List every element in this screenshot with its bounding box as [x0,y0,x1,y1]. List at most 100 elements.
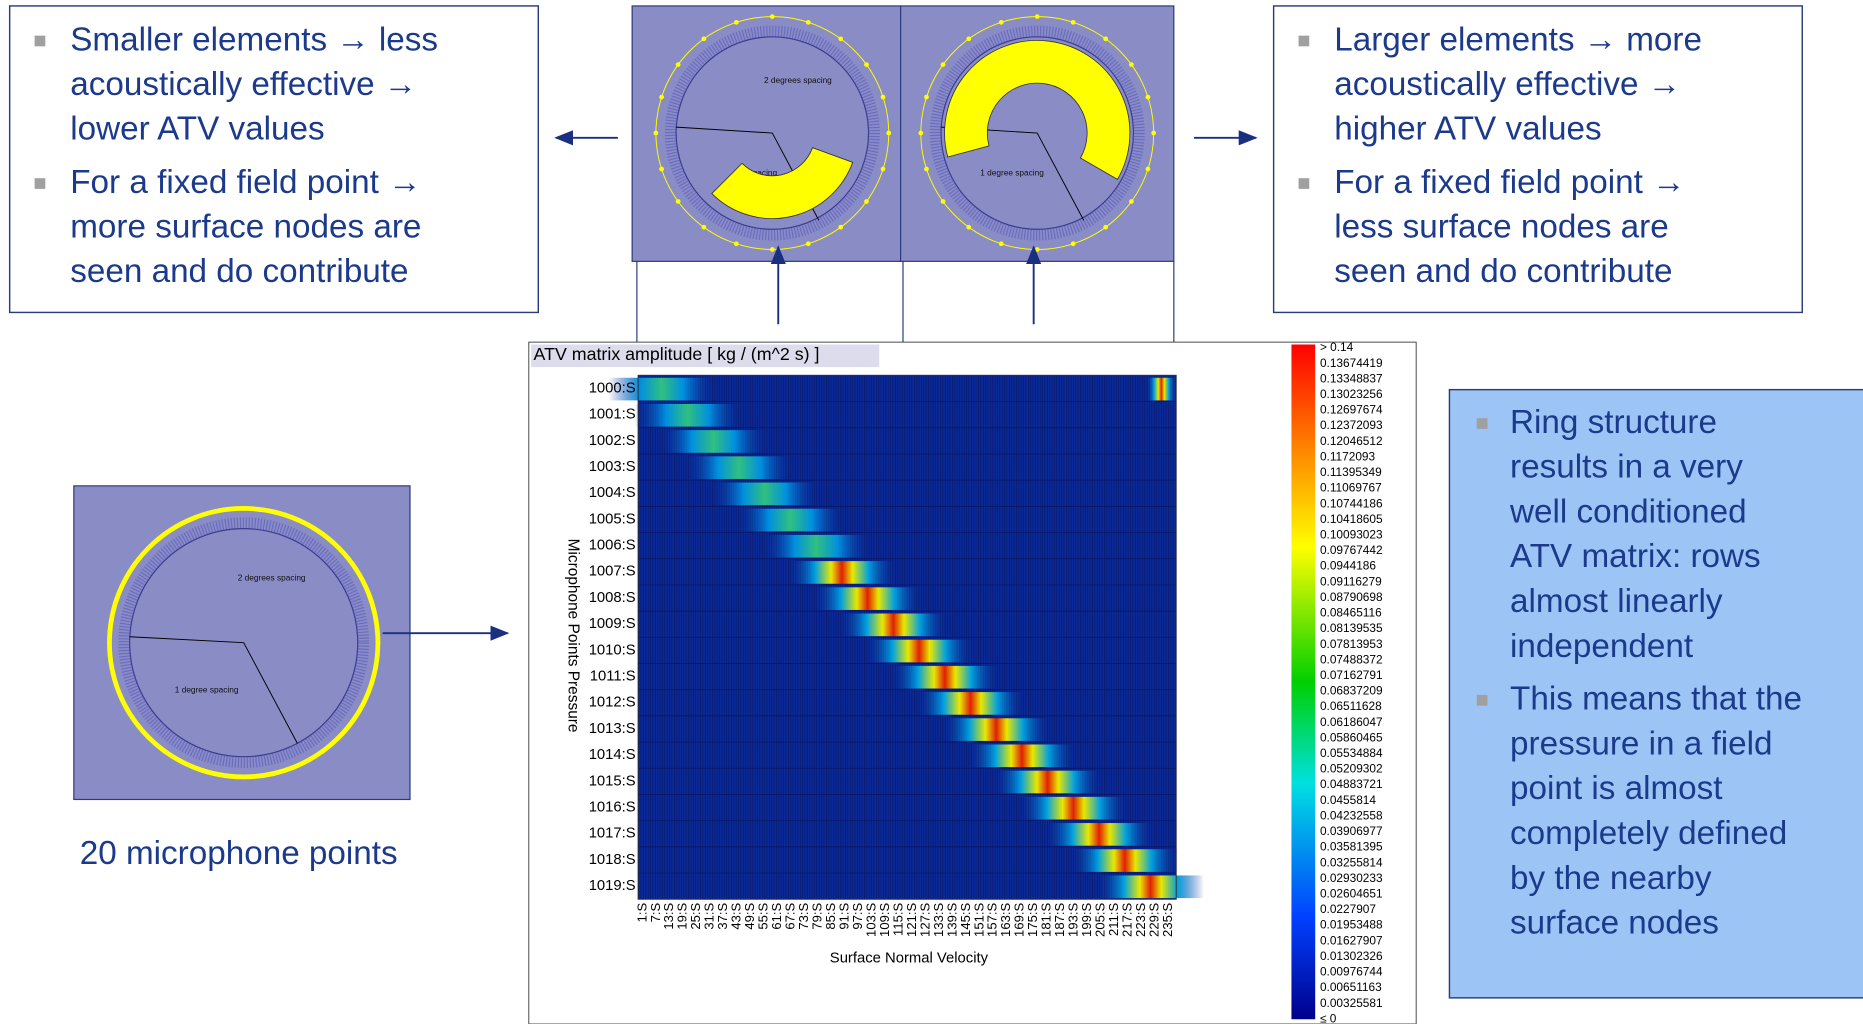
colorbar-label: 0.08790698 [1320,590,1383,604]
colorbar-label: 0.08465116 [1320,606,1382,620]
microphone-point [350,719,355,724]
heat-band [1071,849,1178,872]
microphone-point [1129,62,1134,67]
row-label: 1007:S [589,564,636,580]
colorbar-label: 0.05860465 [1320,730,1383,744]
microphone-point [881,95,886,100]
colorbar-label: 0.01953488 [1320,918,1383,932]
bullet-marker [35,178,46,189]
bullet-text: This means that the [1510,681,1802,718]
microphone-point [1071,20,1076,25]
row-label: 1011:S [590,669,636,685]
microphone-point [864,199,869,204]
microphone-point [320,749,325,754]
microphone-point [283,768,288,773]
heat-band [1020,797,1127,820]
colorbar-label: 0.00651163 [1320,980,1382,994]
colorbar-label: 0.12046512 [1320,434,1383,448]
microphone-point [999,20,1004,25]
colorbar-label: 0.07162791 [1320,668,1383,682]
column-label: 235:S [1160,903,1175,937]
colorbar-label: 0.10744186 [1320,496,1383,510]
colorbar-label: 0.03581395 [1320,840,1383,854]
colorbar-label: 0.0227907 [1320,902,1376,916]
row-label: 1005:S [589,511,636,527]
row-label: 1016:S [589,800,636,816]
row-label: 1019:S [589,878,636,894]
heat-band [866,640,973,663]
heat-band [660,430,767,453]
bullet-text: seen and do contribute [1334,253,1672,290]
microphone-point [162,532,167,537]
bullet-text: less surface nodes are [1334,208,1669,245]
microphone-point [320,532,325,537]
colorbar-label: 0.0455814 [1320,793,1376,807]
microphone-point [734,20,739,25]
bullet-marker [1477,418,1488,429]
colorbar-label: 0.00976744 [1320,965,1383,979]
bullet-text: independent [1510,628,1693,665]
colorbar-label: 0.06837209 [1320,684,1383,698]
heat-band [1147,378,1177,401]
microphone-point [1103,225,1108,230]
microphone-point [350,561,355,566]
colorbar-label: 0.06511628 [1320,699,1382,713]
microphone-point [676,199,681,204]
microphone-point [114,682,119,687]
bullet-text: more surface nodes are [70,208,421,245]
bullet-marker [1299,178,1310,189]
microphone-point [1129,199,1134,204]
heat-band [814,587,921,610]
microphone-point [654,131,659,136]
row-label: 1009:S [589,616,636,632]
colorbar-label: > 0.14 [1320,340,1354,354]
bullet-text: lower ATV values [70,110,324,147]
microphone-point [659,167,664,172]
colorbar-label: 0.06186047 [1320,715,1383,729]
colorbar-label: 0.07488372 [1320,652,1383,666]
heat-band [1046,823,1153,846]
caption: 20 microphone points [80,835,398,872]
x-axis-label: Surface Normal Velocity [830,951,989,967]
microphone-point [283,513,288,518]
microphone-point [966,225,971,230]
microphone-point [702,225,707,230]
microphone-point [770,247,775,252]
microphone-point [924,167,929,172]
microphone-point [881,167,886,172]
row-label: 1013:S [589,721,636,737]
microphone-point [1146,95,1151,100]
colorbar-label: 0.04232558 [1320,808,1383,822]
row-label: 1010:S [589,642,636,658]
heat-band [711,483,818,506]
heat-band [891,666,998,689]
colorbar-label: 0.0944186 [1320,559,1376,573]
heat-band [943,718,1050,741]
row-label: 1001:S [589,407,636,423]
microphone-point [200,513,205,518]
microphone-point [376,640,381,645]
microphone-point [133,719,138,724]
colorbar-label: 0.01627907 [1320,933,1383,947]
colorbar-label: 0.10418605 [1320,512,1383,526]
bullet-text: seen and do contribute [70,253,408,290]
microphone-point [133,561,138,566]
row-label: 1002:S [589,433,636,449]
colorbar-label: 0.00325581 [1320,996,1383,1010]
colorbar-label: 0.12372093 [1320,418,1383,432]
microphone-point [864,62,869,67]
row-label: 1017:S [589,826,636,842]
microphone-point [1035,247,1040,252]
bullet-text: ATV matrix: rows [1510,538,1761,575]
diagram-image [632,6,900,261]
heat-band [686,456,793,479]
bullet-text: acoustically effective → [1334,66,1681,103]
microphone-point [999,241,1004,246]
row-label: 1003:S [589,459,636,475]
bullet-text: Ring structure [1510,404,1717,441]
microphone-point [806,20,811,25]
microphone-point [114,599,119,604]
heat-band [994,771,1101,794]
bullet-text: Smaller elements → less [70,21,438,58]
microphone-point [886,131,891,136]
